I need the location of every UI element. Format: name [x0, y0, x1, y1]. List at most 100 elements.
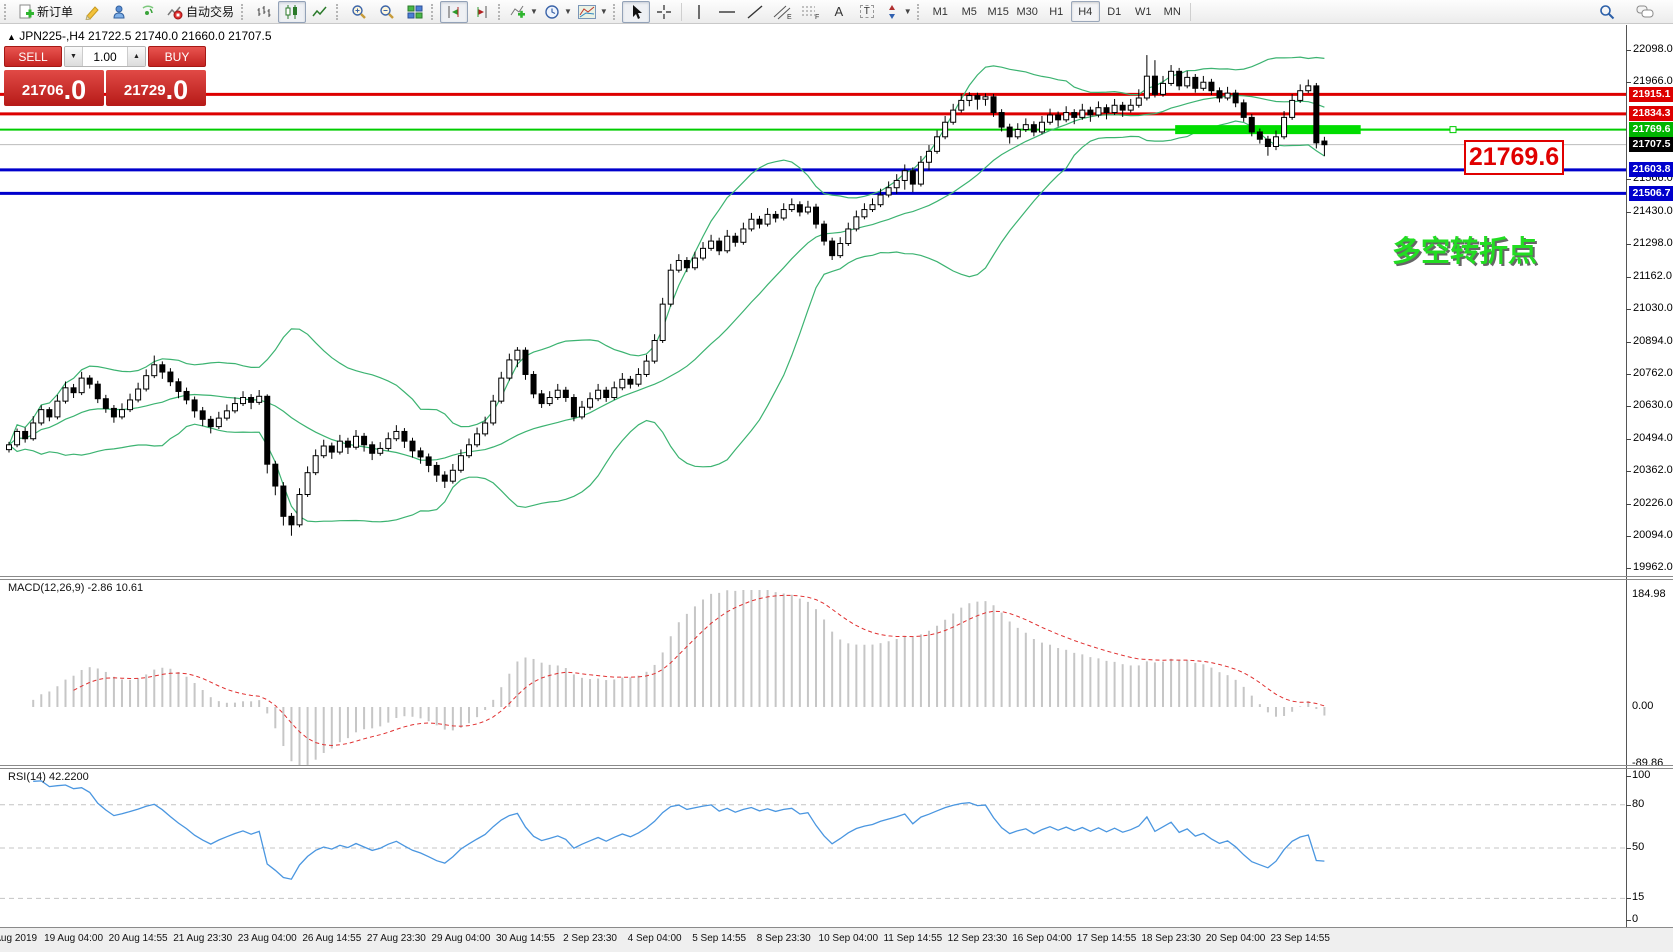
crosshair-icon — [656, 4, 671, 19]
tab-timeframe-m5[interactable]: M5 — [961, 5, 977, 18]
candle-body — [514, 349, 521, 361]
candle-body — [934, 136, 941, 152]
fibonacci-button[interactable]: F — [797, 1, 825, 23]
candle-body — [369, 444, 376, 454]
tab-timeframe-m1[interactable]: M1 — [932, 5, 948, 18]
zoom-in-button[interactable] — [345, 1, 373, 23]
collapse-marker-icon[interactable]: ▲ — [7, 32, 16, 42]
candle-body — [465, 444, 472, 457]
toolbar-grip — [916, 3, 922, 20]
candle-body — [1264, 138, 1271, 148]
periods-button[interactable]: ▼ — [541, 1, 575, 23]
vertical-line-button[interactable] — [685, 1, 713, 23]
candle-body — [756, 218, 763, 225]
chinese-note[interactable]: 多空转折点 — [1392, 236, 1538, 268]
price-callout-box[interactable]: 21769.6 — [1464, 140, 1564, 175]
cursor-icon — [632, 4, 642, 19]
sell-price-box[interactable]: 21706.0 — [4, 70, 104, 106]
candle-body — [1256, 131, 1263, 140]
candle-body — [708, 240, 715, 249]
candlestick-chart-button[interactable] — [278, 0, 307, 23]
autotrade-button[interactable]: 自动交易 — [162, 1, 239, 23]
highlight-bar[interactable] — [1175, 125, 1361, 135]
time-axis-label: 27 Aug 23:30 — [366, 933, 426, 944]
candle-body — [1151, 75, 1158, 95]
tab-timeframe-h1[interactable]: H1 — [1049, 5, 1064, 18]
clock-icon — [545, 4, 559, 19]
auto-scroll-button[interactable] — [440, 0, 469, 23]
rsi-axis-label: 50 — [1632, 841, 1645, 853]
candle-body — [522, 349, 529, 375]
indicators-button[interactable]: ▼ — [507, 1, 541, 23]
cursor-button[interactable] — [621, 0, 650, 23]
search-button[interactable] — [1593, 1, 1621, 23]
candle-body — [796, 204, 803, 213]
trendline-button[interactable] — [741, 1, 769, 23]
bar-chart-button[interactable] — [250, 1, 278, 23]
volume-value[interactable]: 1.00 — [93, 49, 117, 64]
text-label-button[interactable]: T — [853, 1, 881, 23]
price-tick-label: 20762.0 — [1633, 367, 1673, 379]
price-tick-label: 20226.0 — [1633, 497, 1673, 509]
tab-timeframe-m30[interactable]: M30 — [1016, 5, 1038, 18]
candle-body — [1103, 107, 1110, 114]
tab-timeframe-d1[interactable]: D1 — [1107, 5, 1122, 18]
buy-price-box[interactable]: 21729.0 — [106, 70, 206, 106]
candle-body — [1272, 136, 1279, 148]
candle-body — [554, 389, 561, 399]
time-axis[interactable]: 15 Aug 2019 19 Aug 04:00 20 Aug 14:55 21 Au… — [0, 927, 1673, 952]
equidistant-channel-icon: E — [773, 5, 792, 20]
zoom-out-button[interactable] — [373, 1, 401, 23]
buy-button[interactable]: BUY — [148, 46, 206, 67]
time-axis-label: 4 Sep 04:00 — [627, 933, 682, 944]
volume-increase-button[interactable]: ▲ — [127, 47, 145, 66]
candle-body — [248, 397, 255, 403]
candle-body — [950, 109, 957, 123]
tab-timeframe-mn[interactable]: MN — [1163, 5, 1181, 18]
templates-button[interactable]: ▼ — [575, 1, 611, 23]
candle-body — [1313, 85, 1320, 144]
candle-body — [94, 383, 101, 400]
toolbar-grip — [498, 3, 503, 20]
time-axis-label: 18 Sep 23:30 — [1141, 933, 1201, 944]
callout-handle[interactable] — [1449, 126, 1457, 134]
panel-divider[interactable] — [0, 576, 1673, 577]
new-order-button[interactable]: 新订单 — [13, 1, 78, 23]
candle-body — [1055, 114, 1062, 121]
candlestick-chart-icon — [285, 4, 298, 19]
text-button[interactable]: A — [825, 1, 853, 23]
signal-button[interactable] — [134, 1, 162, 23]
channel-button[interactable]: E — [769, 1, 797, 23]
candle-body — [223, 410, 230, 419]
candle-body — [506, 359, 513, 379]
arrows-button[interactable]: ▼ — [881, 1, 915, 23]
tab-timeframe-h4[interactable]: H4 — [1070, 1, 1100, 22]
candle-body — [1014, 129, 1021, 138]
line-chart-icon — [312, 6, 327, 16]
price-tick-label: 21298.0 — [1633, 237, 1673, 249]
history-button[interactable] — [78, 1, 106, 23]
horizontal-line-button[interactable] — [713, 1, 741, 23]
candle-body — [393, 430, 400, 440]
candle-body — [38, 409, 45, 424]
tab-timeframe-m15[interactable]: M15 — [987, 5, 1009, 18]
candle-body — [958, 99, 965, 111]
candle-body — [764, 213, 771, 225]
price-tick-label: 20894.0 — [1633, 335, 1673, 347]
volume-decrease-button[interactable]: ▼ — [65, 47, 83, 66]
crosshair-button[interactable] — [650, 1, 678, 23]
line-chart-button[interactable] — [306, 1, 334, 23]
tab-timeframe-w1[interactable]: W1 — [1134, 5, 1152, 18]
candle-body — [772, 213, 779, 219]
candle-body — [1216, 90, 1223, 99]
price-chart-canvas[interactable] — [0, 24, 1626, 927]
candle-body — [813, 206, 819, 225]
sell-button[interactable]: SELL — [4, 46, 62, 67]
panel-divider[interactable] — [0, 765, 1673, 766]
chat-button[interactable] — [1631, 1, 1659, 23]
chart-shift-button[interactable] — [468, 1, 496, 23]
profile-button[interactable] — [106, 1, 134, 23]
tile-windows-button[interactable] — [401, 1, 429, 23]
candle-body — [151, 364, 158, 377]
candle-body — [1208, 81, 1215, 92]
